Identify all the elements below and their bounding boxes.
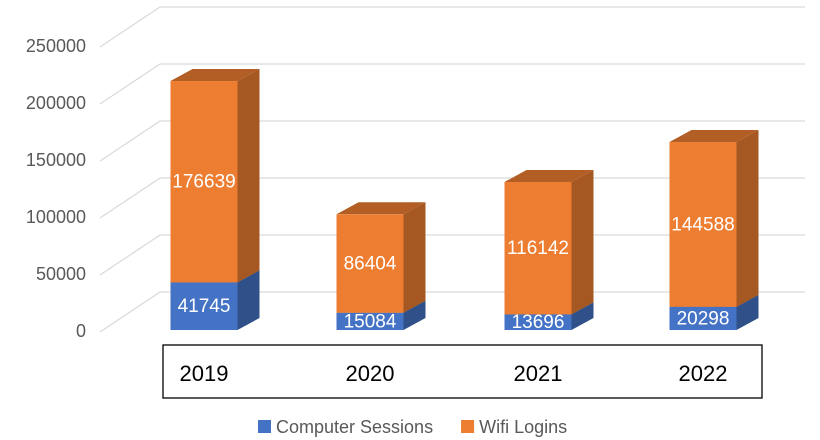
x-tick-label: 2020 bbox=[346, 361, 395, 386]
x-tick-label: 2022 bbox=[679, 361, 728, 386]
y-tick-label: 0 bbox=[76, 321, 86, 341]
bar-side bbox=[736, 294, 759, 330]
bar-side bbox=[403, 202, 426, 313]
bar-side bbox=[571, 302, 594, 330]
grid-line bbox=[99, 63, 805, 105]
bar-top bbox=[170, 69, 260, 82]
legend-label: Computer Sessions bbox=[276, 417, 433, 437]
legend-swatch bbox=[258, 420, 271, 433]
bar bbox=[669, 142, 737, 307]
bar bbox=[170, 282, 238, 330]
bar-side bbox=[736, 130, 759, 307]
legend-label: Wifi Logins bbox=[479, 417, 567, 437]
bar-top bbox=[336, 202, 426, 215]
value-label: 116142 bbox=[507, 238, 569, 259]
y-tick-label: 200000 bbox=[26, 93, 86, 113]
y-tick-label: 250000 bbox=[26, 36, 86, 56]
bar bbox=[669, 306, 737, 330]
value-label: 41745 bbox=[178, 296, 231, 317]
category-box bbox=[162, 344, 763, 399]
value-label: 13696 bbox=[512, 312, 565, 333]
grid-line bbox=[99, 6, 805, 48]
value-label: 144588 bbox=[671, 214, 734, 235]
bar-side bbox=[403, 300, 426, 330]
y-tick-label: 50000 bbox=[36, 264, 86, 284]
y-tick-label: 100000 bbox=[26, 207, 86, 227]
bar-top bbox=[669, 130, 759, 143]
bar bbox=[504, 314, 572, 330]
bar bbox=[336, 312, 404, 330]
bar-side bbox=[571, 169, 594, 315]
value-label: 20298 bbox=[677, 308, 730, 329]
legend-swatch bbox=[461, 420, 475, 433]
x-tick-label: 2021 bbox=[514, 361, 563, 386]
grid-line bbox=[99, 120, 805, 162]
bar-top bbox=[504, 169, 594, 182]
value-label: 15084 bbox=[344, 311, 397, 332]
bar bbox=[504, 181, 572, 315]
y-tick-label: 150000 bbox=[26, 150, 86, 170]
bar bbox=[170, 81, 238, 283]
x-tick-label: 2019 bbox=[180, 361, 229, 386]
bar bbox=[336, 214, 404, 313]
value-label: 176639 bbox=[172, 172, 235, 193]
bar-side bbox=[237, 270, 260, 330]
value-label: 86404 bbox=[344, 254, 397, 275]
bar-side bbox=[237, 69, 260, 283]
